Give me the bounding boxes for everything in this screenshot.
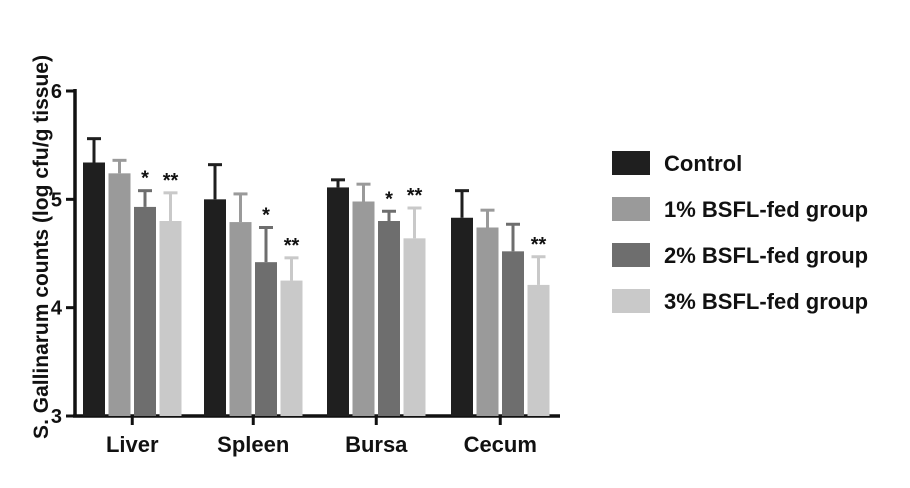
legend-swatch: [612, 151, 650, 175]
legend-swatch: [612, 243, 650, 267]
bar: [527, 284, 550, 416]
legend-swatch: [612, 197, 650, 221]
y-tick-label: 3: [51, 406, 62, 428]
bar: [134, 206, 156, 416]
category-label: Bursa: [345, 432, 408, 457]
bar: [476, 227, 499, 416]
legend-label: 3% BSFL-fed group: [664, 289, 868, 314]
bar: [255, 262, 277, 416]
y-axis-label: S. Gallinarum counts (log cfu/g tissue): [30, 55, 53, 439]
y-tick-label: 6: [51, 81, 62, 103]
bar: [451, 217, 473, 416]
bar: [159, 221, 182, 416]
category-label: Spleen: [217, 432, 289, 457]
bar: [83, 162, 105, 416]
legend-swatch: [612, 289, 650, 313]
legend-label: Control: [664, 151, 742, 176]
legend-label: 1% BSFL-fed group: [664, 197, 868, 222]
significance-marker: *: [141, 168, 149, 190]
significance-marker: *: [262, 205, 270, 227]
bar: [502, 251, 524, 416]
significance-marker: **: [407, 185, 423, 207]
y-tick-label: 5: [51, 189, 62, 211]
legend: Control 1% BSFL-fed group 2% BSFL-fed grou…: [612, 151, 868, 314]
category-label: Cecum: [464, 432, 537, 457]
bar: [204, 199, 226, 416]
significance-marker: **: [531, 234, 547, 256]
bar: [108, 173, 131, 416]
y-tick-label: 4: [51, 298, 63, 320]
significance-marker: **: [163, 170, 179, 192]
bar: [327, 187, 349, 416]
significance-marker: **: [284, 235, 300, 257]
bar: [229, 222, 252, 416]
bar: [280, 280, 303, 416]
bar: [378, 221, 400, 416]
legend-label: 2% BSFL-fed group: [664, 243, 868, 268]
bar: [352, 201, 375, 416]
bar: [403, 238, 426, 416]
significance-marker: *: [385, 188, 393, 210]
category-label: Liver: [106, 432, 159, 457]
